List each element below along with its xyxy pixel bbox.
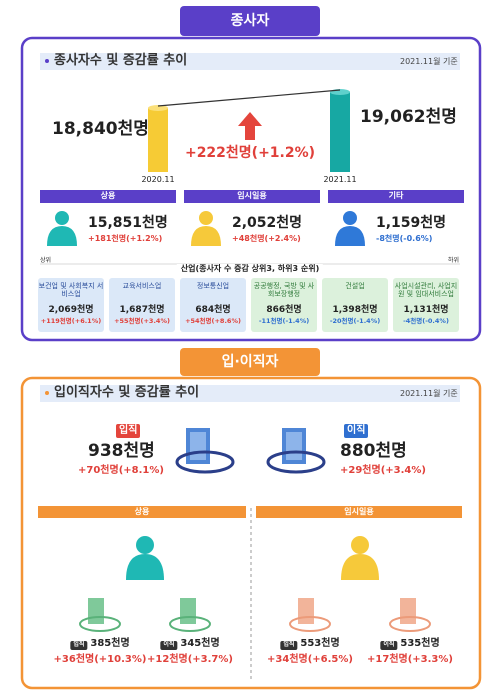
industry-value: 1,398천명 xyxy=(332,305,378,315)
industry-value: 866천명 xyxy=(266,305,302,315)
sub-change: +17천명(+3.3%) xyxy=(367,654,453,665)
separation-change: +29천명(+3.4%) xyxy=(340,465,426,476)
before-value: 18,840천명 xyxy=(52,119,149,139)
separation-value: 880천명 xyxy=(340,441,407,461)
industry-change: +119천명(+6.1%) xyxy=(40,317,102,325)
industry-name: 사업시설관리, 사업지원 및 임대서비스업 xyxy=(394,282,458,299)
industry-name: 공공행정, 국방 및 사회보장행정 xyxy=(253,282,315,299)
industry-title: 산업(종사자 수 증감 상위3, 하위3 순위) xyxy=(176,264,324,274)
total-change: +222천명(+1.2%) xyxy=(184,145,316,161)
group-header: 임시일용 xyxy=(237,191,267,200)
sub-badge: 입직 xyxy=(70,641,88,650)
industry-name: 교육서비스업 xyxy=(122,282,162,290)
before-label: 2020.11 xyxy=(141,175,175,184)
group-value: 15,851천명 xyxy=(88,215,168,231)
after-value: 19,062천명 xyxy=(360,107,457,127)
industry-name: 정보통신업 xyxy=(196,282,230,290)
industry-change: -20천명(-1.4%) xyxy=(329,317,381,325)
after-label: 2021.11 xyxy=(323,175,357,184)
industry-card xyxy=(38,278,104,332)
sub-value: 345천명 xyxy=(180,638,220,649)
industry-card xyxy=(109,278,175,332)
industry-name: 보건업 및 사회복지 서비스업 xyxy=(38,282,104,299)
group-header: 상용 xyxy=(134,507,150,516)
sub-row: 입직 385천명 xyxy=(70,638,130,650)
sub-change: +12천명(+3.7%) xyxy=(147,654,233,665)
industry-change: -11천명(-1.4%) xyxy=(258,317,310,325)
separation-badge: 이직 xyxy=(344,424,369,438)
sub-row: 이직 345천명 xyxy=(160,638,220,650)
group-change: -8천명(-0.6%) xyxy=(376,234,433,243)
sub-badge: 이직 xyxy=(160,641,178,650)
industry-value: 1,131천명 xyxy=(403,305,449,315)
group-change: +181천명(+1.2%) xyxy=(88,234,163,243)
industry-name: 건설업 xyxy=(345,282,365,290)
sub-change: +36천명(+10.3%) xyxy=(53,654,147,665)
industry-value: 1,687천명 xyxy=(119,305,165,315)
industry-change: -4천명(-0.4%) xyxy=(403,317,449,325)
section-heading: 입이직자수 및 증감률 추이 xyxy=(54,385,200,400)
industry-value: 684천명 xyxy=(195,305,231,315)
industry-change: +55천명(+3.4%) xyxy=(114,317,170,325)
hire-change: +70천명(+8.1%) xyxy=(78,465,164,476)
industry-change: +54천명(+8.6%) xyxy=(185,317,241,325)
sub-badge: 입직 xyxy=(280,641,298,650)
group-change: +48천명(+2.4%) xyxy=(232,234,301,243)
sub-value: 553천명 xyxy=(300,638,340,649)
industry-card xyxy=(322,278,388,332)
sub-value: 535천명 xyxy=(400,638,440,649)
rank-high: 상위 xyxy=(40,257,52,264)
sub-badge: 이직 xyxy=(380,641,398,650)
industry-card xyxy=(180,278,246,332)
industry-value: 2,069천명 xyxy=(48,305,94,315)
sub-row: 입직 553천명 xyxy=(280,638,340,650)
sub-row: 이직 535천명 xyxy=(380,638,440,650)
group-value: 2,052천명 xyxy=(232,215,303,231)
section-tab: 종사자 xyxy=(230,13,270,29)
sub-change: +34천명(+6.5%) xyxy=(267,654,353,665)
sub-value: 385천명 xyxy=(90,638,130,649)
section-tab: 입·이직자 xyxy=(221,354,279,370)
section-heading: 종사자수 및 증감률 추이 xyxy=(54,53,188,68)
group-header: 기타 xyxy=(388,191,404,200)
hire-badge: 입직 xyxy=(116,424,141,438)
hire-value: 938천명 xyxy=(88,441,155,461)
industry-card xyxy=(393,278,459,332)
rank-low: 하위 xyxy=(448,257,460,264)
date-note: 2021.11월 기준 xyxy=(400,57,458,66)
group-header: 임시일용 xyxy=(344,507,374,516)
group-value: 1,159천명 xyxy=(376,215,447,231)
industry-card xyxy=(251,278,317,332)
date-note: 2021.11월 기준 xyxy=(400,389,458,398)
group-header: 상용 xyxy=(100,191,116,200)
